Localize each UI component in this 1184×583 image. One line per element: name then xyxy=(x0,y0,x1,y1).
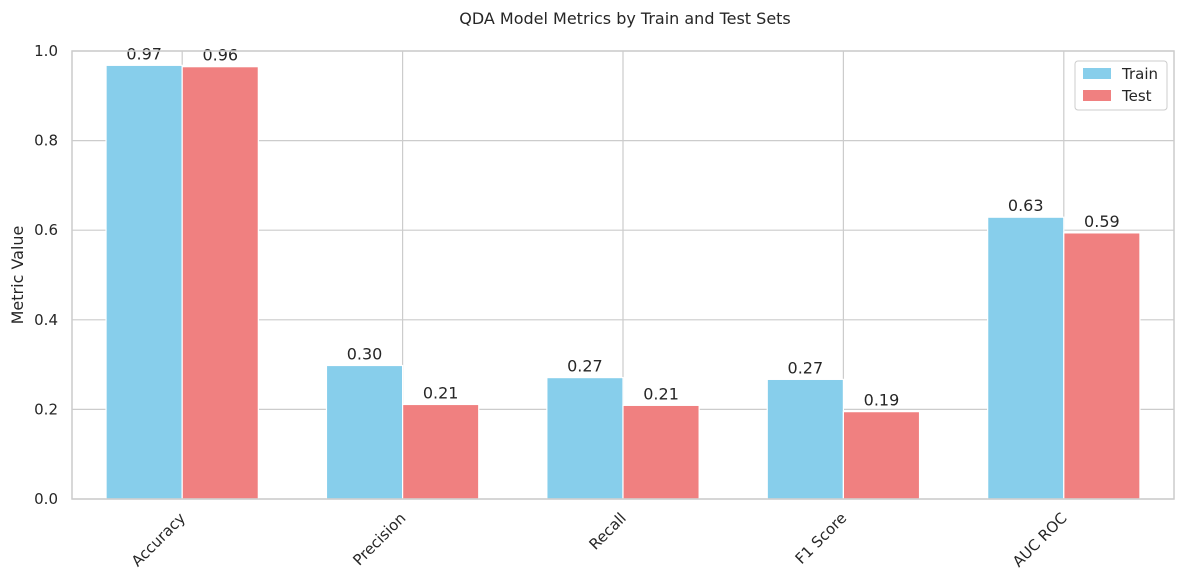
bar-test xyxy=(402,403,480,500)
bar-test xyxy=(181,66,259,500)
y-tick-label: 0.8 xyxy=(34,132,58,150)
y-tick-label: 0.6 xyxy=(34,221,58,239)
y-tick-label: 0.4 xyxy=(34,311,58,329)
bar-value-label: 0.30 xyxy=(347,344,383,363)
bar-train xyxy=(987,216,1065,500)
plot-area: 0.0 0.2 0.4 0.6 0.8 1.0 0.97 0.30 0.27 0.27 0.63 0.… xyxy=(34,42,1175,571)
bar-train xyxy=(766,378,844,500)
x-tick-label: F1 Score xyxy=(792,509,851,568)
bar-value-label: 0.21 xyxy=(423,383,459,402)
bar-value-label: 0.96 xyxy=(202,46,238,65)
legend-label: Test xyxy=(1121,87,1152,105)
x-tick-label: AUC ROC xyxy=(1009,509,1071,571)
bar-test xyxy=(1063,232,1141,500)
x-tick-label: Recall xyxy=(585,509,629,553)
x-tick-label: Accuracy xyxy=(128,509,189,570)
y-tick-label: 0.0 xyxy=(34,490,58,508)
bar-value-label: 0.63 xyxy=(1008,196,1044,215)
legend: Train Test xyxy=(1074,60,1168,111)
legend-label: Train xyxy=(1121,65,1158,83)
chart-title: QDA Model Metrics by Train and Test Sets xyxy=(459,9,791,28)
bar-value-label: 0.59 xyxy=(1084,212,1120,231)
bar-value-label: 0.27 xyxy=(788,358,824,377)
legend-swatch-test xyxy=(1083,90,1111,101)
y-tick-label: 1.0 xyxy=(34,42,58,60)
bar-value-label: 0.97 xyxy=(126,44,162,63)
bar-train xyxy=(105,64,183,500)
y-axis-label: Metric Value xyxy=(8,226,27,325)
bar-value-label: 0.21 xyxy=(643,384,679,403)
bar-value-label: 0.27 xyxy=(567,357,603,376)
bar-test xyxy=(842,411,921,500)
bar-test xyxy=(622,404,700,500)
bar-train xyxy=(325,364,404,500)
legend-swatch-train xyxy=(1083,68,1111,79)
bar-value-label: 0.19 xyxy=(864,391,900,410)
x-tick-label: Precision xyxy=(349,509,409,569)
y-tick-label: 0.2 xyxy=(34,400,58,418)
bar-train xyxy=(546,376,624,500)
plot-frame xyxy=(71,50,1175,500)
